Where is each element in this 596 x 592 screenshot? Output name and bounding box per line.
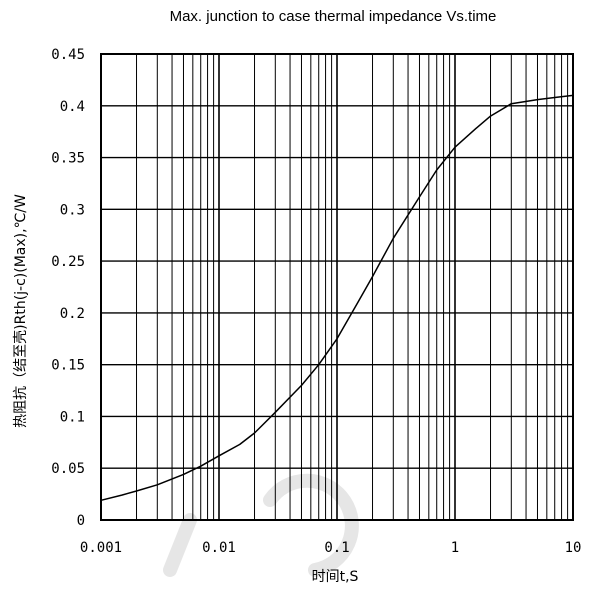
y-axis-label: 热阻抗（结至壳)Rth(j-c)(Max),℃/W <box>12 194 29 428</box>
x-tick-label: 0.001 <box>80 540 122 556</box>
plot-area-border <box>100 53 574 521</box>
y-tick-label: 0.1 <box>60 409 85 425</box>
x-tick-label: 1 <box>451 540 459 556</box>
series-group <box>100 94 574 502</box>
x-tick-label: 0.01 <box>202 540 236 556</box>
watermark <box>163 473 359 577</box>
y-tick-label: 0.35 <box>51 151 85 167</box>
y-tick-label: 0.4 <box>60 99 85 115</box>
y-tick-label: 0 <box>77 513 85 529</box>
plot-frame <box>100 53 574 521</box>
y-axis-ticks: 0 0.05 0.1 0.15 0.2 0.25 0.3 0.35 0.4 0.45 <box>51 47 85 529</box>
chart-title: Max. junction to case thermal impedance … <box>170 8 497 25</box>
x-tick-label: 10 <box>565 540 582 556</box>
x-axis-ticks: 0.001 0.01 0.1 1 10 <box>80 540 582 556</box>
y-tick-label: 0.05 <box>51 461 85 477</box>
grid <box>100 53 573 521</box>
series-line <box>100 94 574 502</box>
y-tick-label: 0.2 <box>60 306 85 322</box>
x-tick-label: 0.1 <box>324 540 349 556</box>
y-tick-label: 0.3 <box>60 202 85 218</box>
y-tick-label: 0.15 <box>51 358 85 374</box>
y-tick-label: 0.25 <box>51 254 85 270</box>
x-axis-label: 时间t,S <box>312 569 359 585</box>
y-tick-label: 0.45 <box>51 47 85 63</box>
